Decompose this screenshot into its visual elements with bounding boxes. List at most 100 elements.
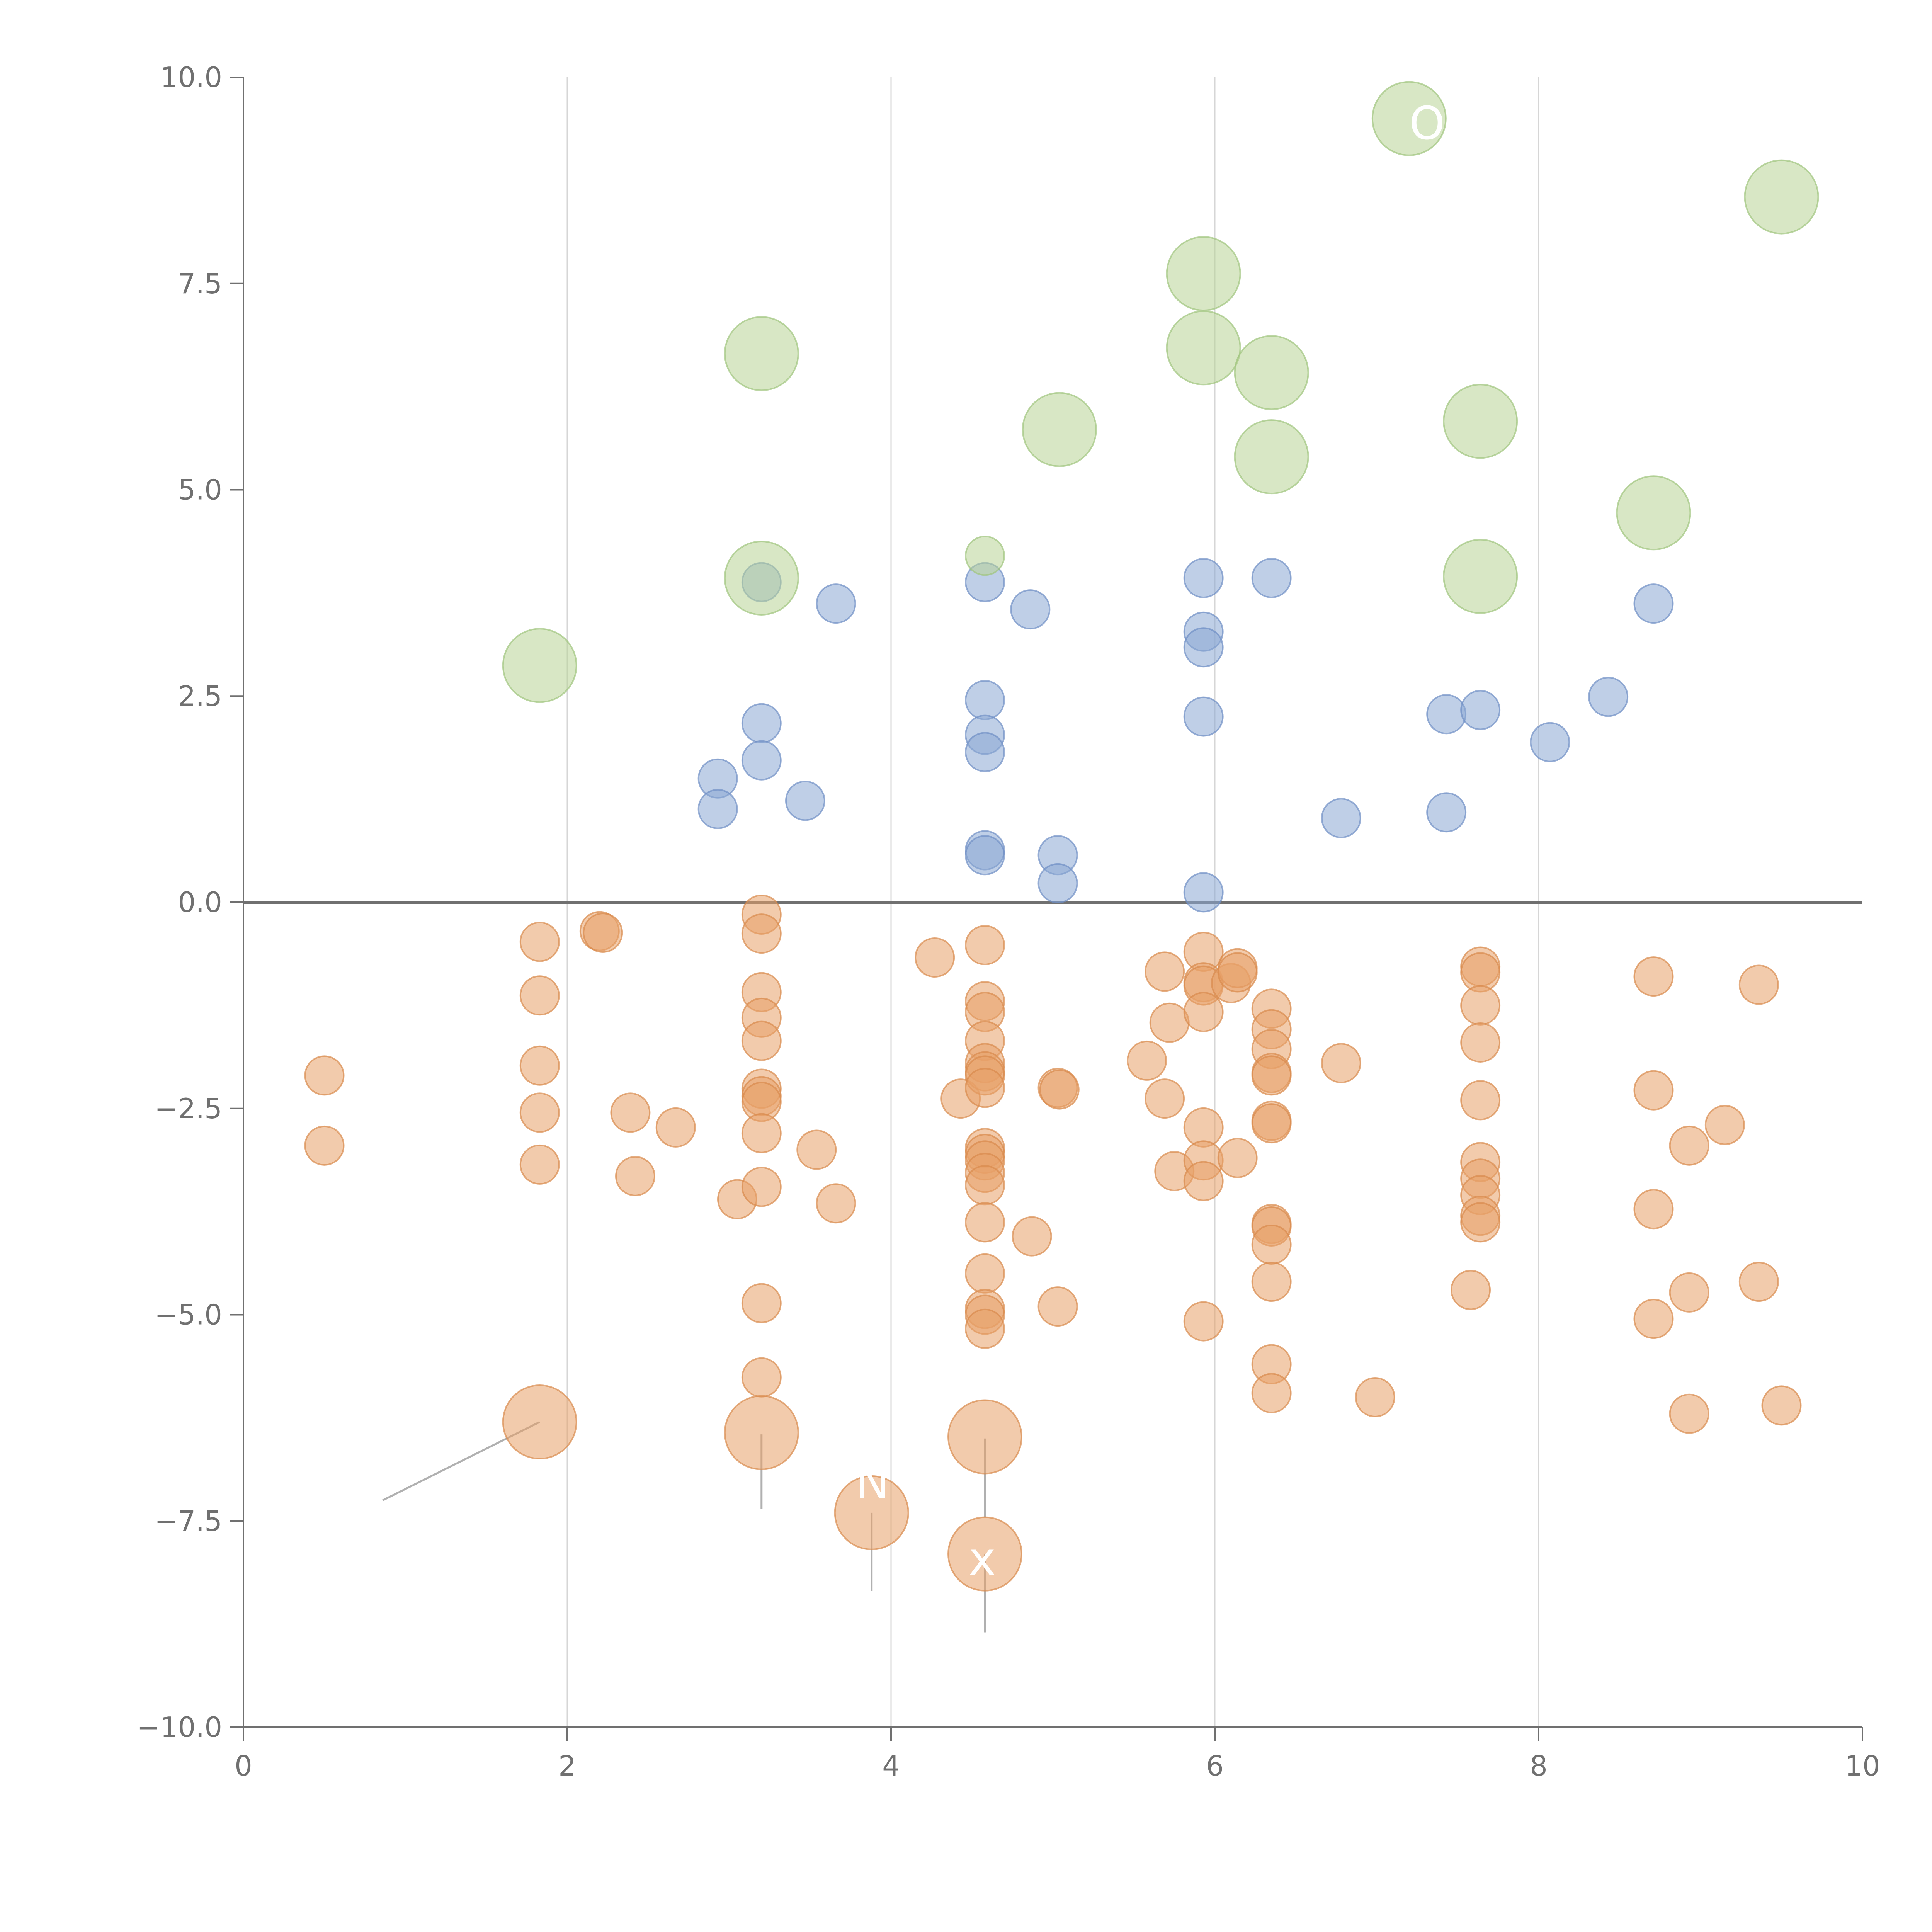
data-point: [796, 1129, 837, 1170]
axis-layer: −10.0 −7.5 −5.0 −2.5 0.0 2.5 5.0 7.5 10.0 0 2 4 6 8 10: [137, 61, 1880, 1782]
data-point: [741, 1020, 782, 1061]
data-point: [1355, 1377, 1395, 1417]
data-point: [1037, 1286, 1078, 1327]
data-point-large: [1166, 310, 1241, 386]
data-point: [1183, 627, 1224, 668]
x-tick-label: 8: [1530, 1750, 1548, 1782]
data-point-large: [1744, 159, 1819, 235]
data-point: [741, 913, 782, 954]
data-point: [304, 1125, 345, 1166]
data-point: [1217, 952, 1258, 993]
data-point: [1037, 863, 1078, 903]
data-point: [1460, 1022, 1501, 1063]
data-point-large: [1166, 236, 1241, 311]
data-point: [610, 1092, 651, 1133]
data-point-large: [502, 1384, 577, 1460]
data-point-large: [1234, 335, 1309, 410]
data-point: [1761, 1385, 1802, 1426]
data-point: [965, 1253, 1005, 1294]
data-point: [965, 1308, 1005, 1349]
data-point: [965, 835, 1005, 876]
data-point: [741, 740, 782, 781]
data-point: [1183, 992, 1224, 1032]
data-point: [1251, 1373, 1292, 1413]
data-point: [1633, 583, 1674, 624]
data-point: [1460, 690, 1501, 730]
data-point-large: [724, 540, 799, 616]
point-label: N: [855, 1455, 889, 1509]
data-point: [816, 1183, 856, 1224]
data-point-large: [724, 1395, 799, 1470]
data-point: [1217, 1138, 1258, 1178]
data-point: [519, 1144, 560, 1185]
data-point: [1588, 677, 1629, 717]
label-layer: Nx Or: [855, 97, 1464, 1585]
data-point-large: [947, 1399, 1023, 1475]
data-point: [1633, 956, 1674, 997]
data-point: [1738, 964, 1779, 1005]
data-point: [1460, 985, 1501, 1026]
data-point: [965, 1068, 1005, 1108]
data-point: [697, 789, 738, 829]
data-point-large: [1616, 475, 1691, 551]
data-point-large: [947, 1516, 1023, 1592]
x-tick-label: 6: [1206, 1750, 1224, 1782]
y-tick-label: 10.0: [160, 61, 222, 94]
x-tick-label: 10: [1845, 1750, 1880, 1782]
x-tick-label: 0: [235, 1750, 252, 1782]
data-point: [785, 781, 825, 821]
data-point: [1012, 1216, 1052, 1257]
data-point: [965, 680, 1005, 720]
point-label: x: [969, 1532, 996, 1585]
data-point: [1183, 696, 1224, 737]
data-point: [741, 703, 782, 743]
data-point-large: [1371, 81, 1447, 156]
data-point: [1251, 1055, 1292, 1096]
y-tick-label: 7.5: [178, 267, 222, 300]
data-point: [965, 1202, 1005, 1243]
data-point: [655, 1107, 696, 1148]
y-tick-label: 2.5: [178, 680, 222, 712]
point-label: Or: [1409, 97, 1464, 150]
data-point: [1669, 1125, 1709, 1166]
data-point: [1251, 1103, 1292, 1144]
y-tick-label: 5.0: [178, 474, 222, 506]
data-point: [1251, 1225, 1292, 1265]
data-point: [519, 1092, 560, 1133]
data-point-large: [1443, 384, 1518, 459]
data-point: [1530, 722, 1570, 762]
y-tick-label: −10.0: [137, 1711, 222, 1743]
data-point: [816, 583, 856, 624]
data-point: [304, 1055, 345, 1096]
data-point: [1183, 1301, 1224, 1342]
data-point: [1669, 1393, 1709, 1434]
y-tick-label: −2.5: [155, 1092, 222, 1125]
data-point: [1704, 1105, 1745, 1145]
y-tick-label: −5.0: [155, 1299, 222, 1331]
data-point: [519, 975, 560, 1016]
data-point-large: [724, 316, 799, 391]
data-point: [1633, 1189, 1674, 1230]
data-point: [1145, 951, 1185, 992]
x-tick-label: 2: [558, 1750, 576, 1782]
x-tick-label: 4: [882, 1750, 900, 1782]
data-point: [1738, 1262, 1779, 1302]
data-point: [1460, 1080, 1501, 1121]
data-point-large: [1443, 539, 1518, 614]
data-point: [1633, 1299, 1674, 1339]
data-point: [1669, 1272, 1709, 1313]
point-layer: [304, 81, 1819, 1592]
data-point: [741, 1283, 782, 1323]
data-point-large: [502, 628, 577, 703]
data-point: [1426, 792, 1467, 833]
data-point: [1183, 1161, 1224, 1201]
data-point: [1251, 558, 1292, 598]
data-point: [1183, 872, 1224, 913]
data-point: [1460, 1202, 1501, 1243]
data-point-large: [834, 1475, 909, 1550]
data-point: [741, 1167, 782, 1207]
data-point: [1010, 589, 1051, 630]
data-point-large: [1234, 419, 1309, 495]
